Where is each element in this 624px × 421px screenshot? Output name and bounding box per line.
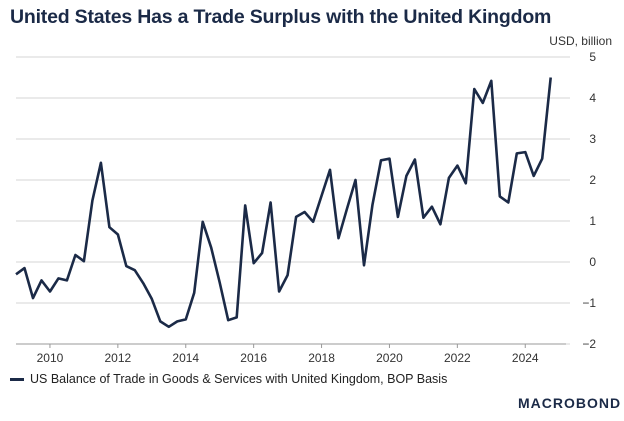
y-tick-label: 5 — [589, 50, 596, 64]
unit-label: USD, billion — [549, 34, 612, 48]
series-lines — [15, 77, 552, 329]
series-line — [15, 77, 552, 329]
chart-title: United States Has a Trade Surplus with t… — [10, 6, 552, 28]
x-tick-label: 2024 — [512, 351, 539, 365]
y-tick-label: 2 — [589, 173, 596, 187]
macrobond-logo: MACROBOND — [518, 395, 622, 411]
x-tick-label: 2022 — [444, 351, 471, 365]
x-tick-label: 2018 — [308, 351, 335, 365]
y-tick-label: 3 — [589, 132, 596, 146]
x-tick-label: 2012 — [105, 351, 132, 365]
grid-lines — [16, 56, 570, 345]
y-axis-ticks: −2 −1 0 1 2 3 4 5 — [582, 50, 596, 351]
x-tick-label: 2016 — [240, 351, 267, 365]
x-axis-ticks: 2010 2012 2014 2016 2018 2020 2022 2024 — [37, 344, 539, 365]
x-tick-label: 2010 — [37, 351, 64, 365]
y-tick-label: 1 — [589, 214, 596, 228]
x-tick-label: 2014 — [172, 351, 199, 365]
y-tick-label: −2 — [582, 337, 596, 351]
x-tick-label: 2020 — [376, 351, 403, 365]
y-tick-label: −1 — [582, 296, 596, 310]
legend: US Balance of Trade in Goods & Services … — [10, 372, 447, 386]
y-tick-label: 0 — [589, 255, 596, 269]
legend-label: US Balance of Trade in Goods & Services … — [30, 372, 448, 386]
legend-swatch — [10, 377, 24, 381]
y-tick-label: 4 — [589, 91, 596, 105]
